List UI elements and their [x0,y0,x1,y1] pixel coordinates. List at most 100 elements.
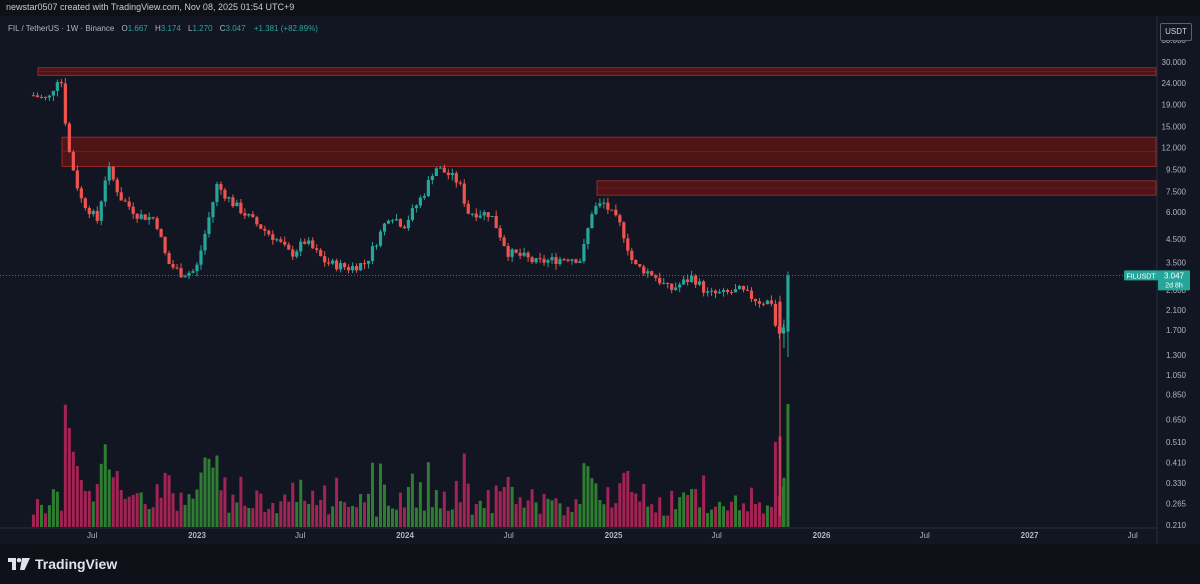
volume-bar [327,514,331,527]
volume-bar [203,457,207,527]
volume-bar [534,502,538,527]
volume-bar [753,504,757,527]
candle-body [179,268,183,278]
candle-body [319,249,323,257]
legend-high-label: H [155,24,161,33]
legend-open-label: O [121,24,128,33]
volume-bar [418,482,422,527]
volume-bar [510,486,514,527]
candle-body [594,206,598,215]
volume-bar [35,498,39,527]
volume-bar [530,489,534,527]
volume-bar [422,510,426,527]
candle-body [191,271,195,273]
candle-body [558,259,562,265]
volume-bar [402,507,406,527]
candle-body [546,260,550,263]
volume-bar [271,502,275,527]
brand-name: TradingView [35,556,118,572]
candle-body [211,202,215,218]
time-tick-label: Jul [504,531,514,540]
candle-body [741,285,746,290]
volume-bar [734,495,738,527]
price-tick-label: 0.850 [1166,391,1187,400]
volume-bar [155,484,159,527]
volume-bar [390,508,394,527]
tradingview-logo[interactable]: TradingView [8,556,117,572]
candle-body [414,205,418,209]
candle-body [295,251,299,257]
volume-bar [371,462,375,527]
volume-bar [414,507,418,527]
candle-body [674,287,678,290]
chart-credit: newstar0507 created with TradingView.com… [6,2,295,12]
candle-body [390,220,395,222]
chart-area[interactable]: 38.00030.00024.00019.00015.00012.0009.50… [0,16,1200,544]
candle-body [219,183,223,190]
volume-bar [347,507,351,527]
candle-body [311,240,315,249]
volume-bar [454,480,458,527]
candle-body [151,217,155,219]
volume-bar [139,492,143,527]
volume-bar [31,514,35,527]
candle-body [215,183,219,203]
candle-body [442,167,446,173]
volume-bar [782,477,786,527]
legend-symbol: FIL / TetherUS · 1W · Binance [8,24,115,33]
candle-body [717,291,722,294]
volume-bar [107,469,111,527]
candle-body [279,239,283,242]
price-chart[interactable]: 38.00030.00024.00019.00015.00012.0009.50… [0,16,1200,544]
candle-body [115,179,119,193]
volume-bar [694,488,698,527]
volume-bar [275,513,279,527]
candle-body [107,166,111,181]
candle-body [251,214,255,218]
volume-bar [765,505,769,527]
currency-button[interactable]: USDT [1160,23,1192,41]
volume-bar [335,477,339,527]
volume-bar [398,492,402,527]
candle-body [702,281,706,293]
candle-body [486,212,490,218]
volume-bar [159,497,163,527]
candle-body [498,228,502,238]
candle-body [705,291,710,293]
volume-bar [183,504,187,527]
candle-body [283,241,287,245]
candle-body [83,198,87,209]
price-tick-label: 1.700 [1166,326,1187,335]
volume-bar [482,508,486,527]
candle-body [446,172,450,176]
volume-bar [283,494,287,527]
volume-bar [199,472,203,527]
candle-body [733,289,738,293]
volume-bar [574,499,578,527]
volume-bar [726,510,730,527]
volume-bar [702,475,706,527]
candle-body [223,189,227,199]
candle-body [410,208,415,220]
price-tick-label: 0.650 [1166,416,1187,425]
candle-body [350,266,355,271]
candle-body [382,223,387,232]
candle-body [662,282,666,284]
candle-body [35,95,40,98]
symbol-legend[interactable]: FIL / TetherUS · 1W · Binance O1.667 H3.… [8,24,318,33]
candle-body [87,208,91,215]
volume-bar [382,484,386,527]
candle-body [155,218,159,230]
time-tick-label: Jul [712,531,722,540]
volume-bar [251,508,255,527]
volume-bar [123,498,127,527]
volume-bar [586,466,590,527]
candle-body [721,289,726,292]
volume-bar [526,500,530,527]
volume-bar [466,483,470,527]
volume-bar [83,491,87,527]
candle-body [598,203,602,207]
candle-body [646,271,650,274]
volume-bar [514,504,518,527]
candle-body [271,234,275,240]
